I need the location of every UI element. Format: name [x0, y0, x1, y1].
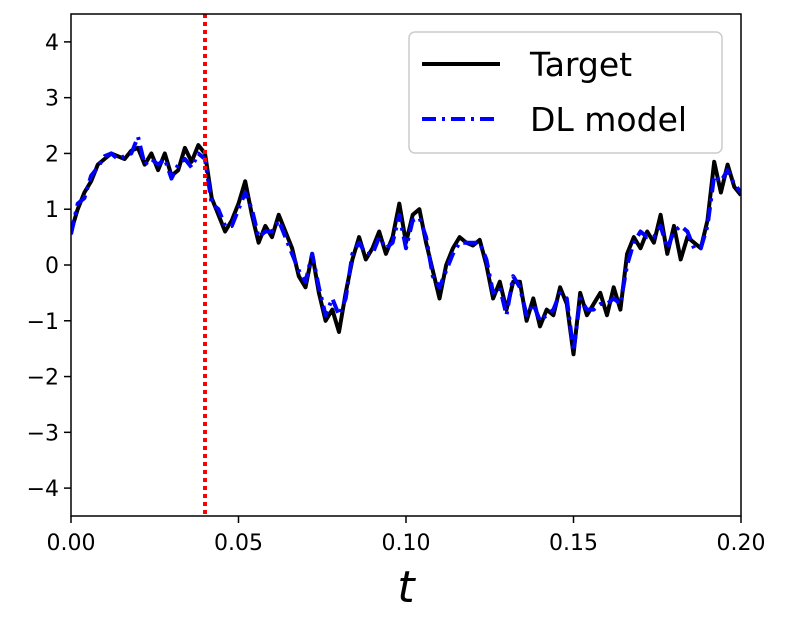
y-tick-label: 2 — [45, 142, 59, 167]
x-tick-label: 0.20 — [717, 531, 766, 556]
x-axis-label: t — [397, 562, 416, 613]
y-axis: 4 3 2 1 0 −1 −2 −3 −4 — [27, 31, 71, 502]
series-line-dl-model — [71, 134, 741, 354]
x-tick-label: 0.05 — [214, 531, 263, 556]
series-layer — [71, 134, 741, 357]
y-tick-label: 3 — [45, 87, 59, 112]
legend: Target DL model — [408, 31, 723, 154]
x-tick-label: 0.15 — [549, 531, 598, 556]
y-tick-label: −3 — [27, 421, 59, 446]
x-tick-label: 0.00 — [47, 531, 96, 556]
legend-label-dl-model: DL model — [530, 100, 687, 139]
y-tick-label: 1 — [45, 198, 59, 223]
x-axis: 0.00 0.05 0.10 0.15 0.20 — [47, 516, 766, 556]
legend-label-target: Target — [529, 45, 632, 84]
y-tick-label: 0 — [45, 254, 59, 279]
x-tick-label: 0.10 — [382, 531, 431, 556]
y-tick-label: −1 — [27, 310, 59, 335]
y-tick-label: 4 — [45, 31, 59, 56]
y-tick-label: −2 — [27, 366, 59, 391]
y-tick-label: −4 — [27, 477, 59, 502]
